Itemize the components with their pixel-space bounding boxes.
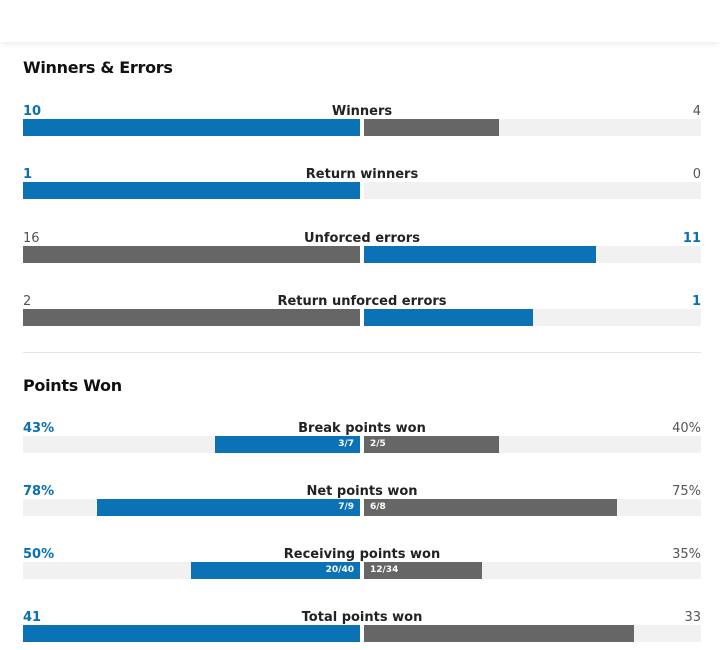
- player2-bar-fill: [364, 246, 596, 263]
- player2-ratio: 6/8: [370, 502, 386, 512]
- player1-value: 41: [23, 610, 42, 625]
- stat-label: Return unforced errors: [277, 294, 447, 309]
- player1-value: 16: [23, 231, 40, 246]
- stat-label: Total points won: [301, 610, 423, 625]
- player1-value: 43%: [23, 421, 55, 436]
- player1-bar-fill: [191, 562, 360, 579]
- stat-label: Break points won: [298, 421, 426, 436]
- player2-value: 4: [692, 104, 701, 119]
- player2-bar-fill: [364, 562, 482, 579]
- comparison-bar: [23, 182, 701, 199]
- player2-bar-track: 12/34: [364, 562, 701, 579]
- stat-label: Return winners: [305, 167, 419, 182]
- player1-bar-track: [23, 625, 360, 642]
- player2-bar-track: [364, 625, 701, 642]
- player2-value: 33: [684, 610, 701, 625]
- player2-bar-track: [364, 119, 701, 136]
- stat-row-return-unforced-errors: 2 Return unforced errors 1: [23, 294, 701, 334]
- stat-row-total-points-won: 41 Total points won 33: [23, 610, 701, 650]
- comparison-bar: [23, 309, 701, 326]
- section-title-points-won: Points Won: [23, 376, 122, 395]
- player1-bar-fill: [23, 309, 360, 326]
- player1-bar-fill: [215, 436, 360, 453]
- player1-bar-fill: [23, 119, 360, 136]
- player1-value: 78%: [23, 484, 55, 499]
- player2-value: 35%: [672, 547, 701, 562]
- comparison-bar: [23, 119, 701, 136]
- player2-bar-fill: [364, 119, 499, 136]
- player2-value: 11: [682, 231, 701, 246]
- player2-bar-track: [364, 309, 701, 326]
- stat-row-return-winners: 1 Return winners 0: [23, 167, 701, 207]
- player2-ratio: 12/34: [370, 565, 399, 575]
- player1-value: 50%: [23, 547, 55, 562]
- player1-value: 1: [23, 167, 33, 182]
- player2-bar-track: 2/5: [364, 436, 701, 453]
- player2-bar-track: [364, 182, 701, 199]
- player2-bar-track: 6/8: [364, 499, 701, 516]
- player2-bar-fill: [364, 625, 634, 642]
- comparison-bar: [23, 625, 701, 642]
- comparison-bar: 20/40 12/34: [23, 562, 701, 579]
- player1-value: 10: [23, 104, 42, 119]
- player1-value: 2: [23, 294, 32, 309]
- section-title-winners-errors: Winners & Errors: [23, 58, 173, 77]
- player1-ratio: 3/7: [338, 439, 354, 449]
- stat-row-winners: 10 Winners 4: [23, 104, 701, 144]
- player1-bar-track: 20/40: [23, 562, 360, 579]
- player2-value: 40%: [672, 421, 701, 436]
- stat-row-break-points-won: 43% Break points won 40% 3/7 2/5: [23, 421, 701, 461]
- player1-bar-fill: [23, 246, 360, 263]
- stat-row-unforced-errors: 16 Unforced errors 11: [23, 231, 701, 271]
- player2-bar-fill: [364, 436, 499, 453]
- player1-ratio: 20/40: [325, 565, 354, 575]
- top-bar: [0, 0, 720, 42]
- player2-bar-fill: [364, 499, 617, 516]
- player1-bar-track: 3/7: [23, 436, 360, 453]
- player1-bar-track: [23, 182, 360, 199]
- stat-label: Unforced errors: [304, 231, 420, 246]
- stat-row-receiving-points-won: 50% Receiving points won 35% 20/40 12/34: [23, 547, 701, 587]
- stat-row-net-points-won: 78% Net points won 75% 7/9 6/8: [23, 484, 701, 524]
- player1-bar-track: [23, 119, 360, 136]
- player1-bar-fill: [23, 625, 360, 642]
- player1-bar-fill: [23, 182, 360, 199]
- player2-value: 1: [691, 294, 701, 309]
- player1-bar-track: 7/9: [23, 499, 360, 516]
- stat-label: Receiving points won: [283, 547, 441, 562]
- section-divider: [23, 352, 701, 353]
- player1-bar-fill: [97, 499, 360, 516]
- player2-bar-fill: [364, 309, 533, 326]
- player1-bar-track: [23, 309, 360, 326]
- player2-value: 0: [692, 167, 701, 182]
- comparison-bar: [23, 246, 701, 263]
- stat-label: Winners: [331, 104, 393, 119]
- comparison-bar: 3/7 2/5: [23, 436, 701, 453]
- stat-label: Net points won: [306, 484, 418, 499]
- comparison-bar: 7/9 6/8: [23, 499, 701, 516]
- player2-ratio: 2/5: [370, 439, 386, 449]
- player2-value: 75%: [672, 484, 701, 499]
- player1-ratio: 7/9: [338, 502, 354, 512]
- player2-bar-track: [364, 246, 701, 263]
- player1-bar-track: [23, 246, 360, 263]
